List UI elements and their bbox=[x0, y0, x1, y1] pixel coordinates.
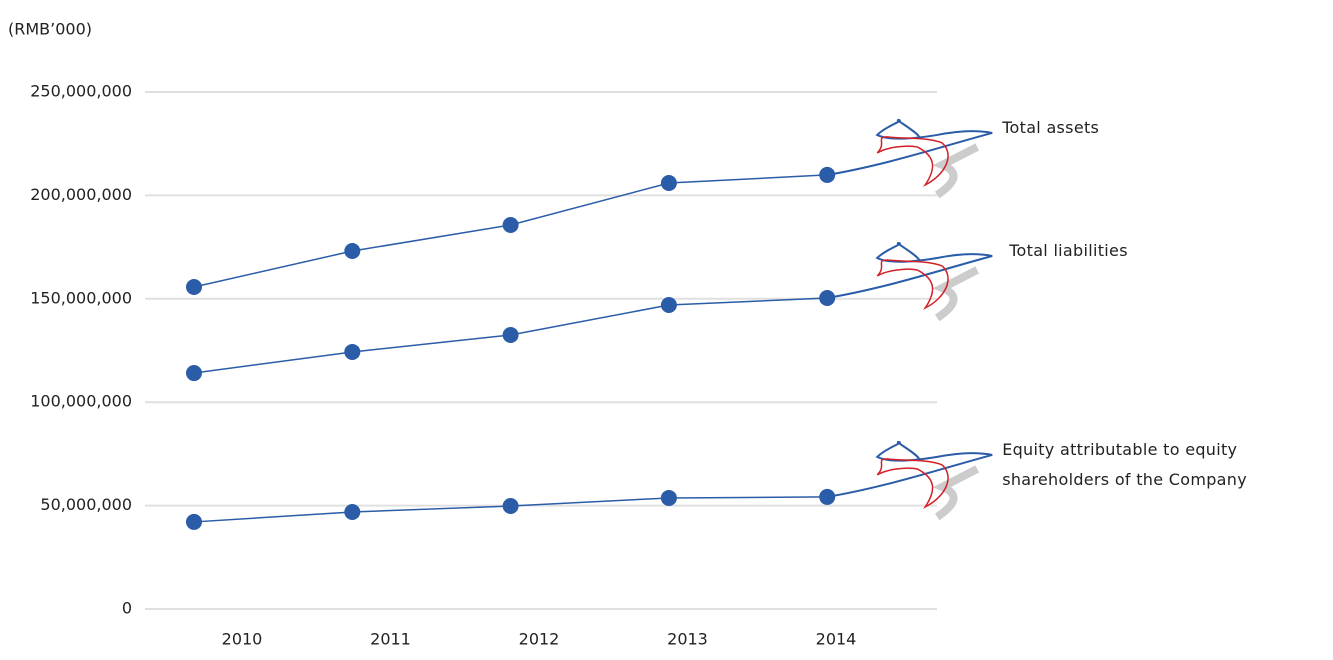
x-tick-label: 2014 bbox=[816, 630, 857, 649]
x-tick-label: 2013 bbox=[667, 630, 708, 649]
y-tick-label: 250,000,000 bbox=[30, 82, 132, 101]
data-point bbox=[186, 365, 202, 381]
data-point bbox=[344, 243, 360, 259]
x-tick-label: 2012 bbox=[519, 630, 560, 649]
data-point bbox=[186, 279, 202, 295]
data-point bbox=[661, 490, 677, 506]
plane-part bbox=[897, 120, 919, 137]
y-tick-label: 200,000,000 bbox=[30, 185, 132, 204]
series-label: Total assets bbox=[1002, 113, 1312, 143]
y-tick-label: 0 bbox=[122, 599, 132, 618]
page: (RMB’000) 0 50,000,000 100,000,000 150,000,… bbox=[0, 0, 1333, 660]
data-point bbox=[661, 297, 677, 313]
series-label: Equity attributable to equity shareholde… bbox=[1002, 435, 1312, 495]
y-tick-label: 150,000,000 bbox=[30, 288, 132, 307]
x-tick-label: 2011 bbox=[370, 630, 411, 649]
plane-part bbox=[877, 459, 948, 507]
data-point bbox=[503, 327, 519, 343]
data-point bbox=[661, 175, 677, 191]
plane-part bbox=[877, 260, 948, 308]
data-point bbox=[344, 344, 360, 360]
data-point bbox=[344, 504, 360, 520]
y-tick-label: 50,000,000 bbox=[40, 495, 132, 514]
data-point bbox=[186, 514, 202, 530]
data-point bbox=[503, 217, 519, 233]
plane-part bbox=[877, 137, 948, 185]
plane-decoration bbox=[827, 243, 992, 318]
plane-part bbox=[897, 243, 919, 260]
y-tick-label: 100,000,000 bbox=[30, 392, 132, 411]
data-point bbox=[503, 498, 519, 514]
plane-decoration bbox=[827, 120, 992, 195]
x-tick-label: 2010 bbox=[222, 630, 263, 649]
y-axis-label: (RMB’000) bbox=[8, 20, 92, 39]
plane-part bbox=[897, 442, 919, 459]
series-label: Total liabilities bbox=[1009, 236, 1319, 266]
chart: (RMB’000) 0 50,000,000 100,000,000 150,000,… bbox=[0, 0, 1333, 660]
